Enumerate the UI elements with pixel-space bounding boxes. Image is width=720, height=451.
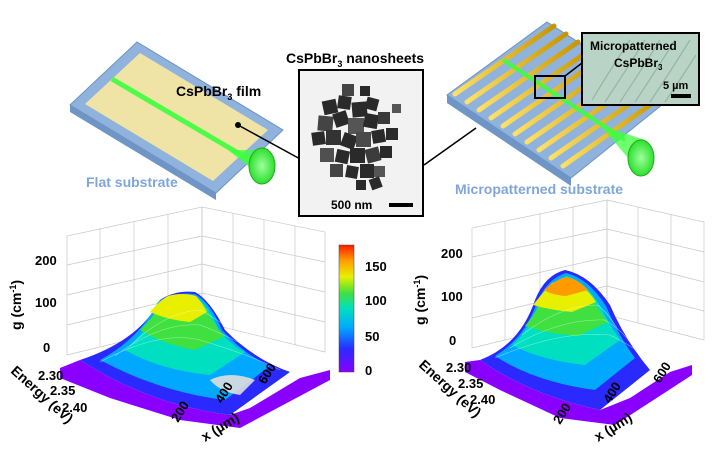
inset-title-line2: CsPbBr3 xyxy=(614,56,663,72)
flat-laser-spot xyxy=(248,147,276,185)
right-y-tick-240: 2.40 xyxy=(470,392,495,407)
right-y-tick-230: 2.30 xyxy=(446,360,471,375)
tem-scale-label: 500 nm xyxy=(331,198,372,212)
nanosheet-cluster xyxy=(311,84,401,191)
colorbar-tick-0: 0 xyxy=(365,363,372,378)
inset-pointer-box xyxy=(534,75,566,99)
right-y-tick-235: 2.35 xyxy=(458,376,483,391)
colorbar-gradient xyxy=(338,244,355,373)
colorbar-tick-150: 150 xyxy=(365,259,387,274)
flat-substrate-label: Flat substrate xyxy=(86,174,178,190)
left-surface xyxy=(60,291,330,428)
left-z-tick-0: 0 xyxy=(43,340,50,355)
inset-scale-label: 5 µm xyxy=(663,80,689,92)
patterned-substrate-edge xyxy=(447,95,571,186)
tem-scale-bar xyxy=(389,203,413,207)
sem-inset-texture xyxy=(591,39,697,103)
left-z-axis-label: g (cm-1) xyxy=(8,280,24,330)
nanosheets-panel: CsPbBr3 nanosheets xyxy=(286,50,477,217)
left-y-tick-235: 2.35 xyxy=(50,383,75,398)
patterned-substrate-label: Micropatterned substrate xyxy=(455,181,623,197)
colorbar-tick-50: 50 xyxy=(365,329,379,344)
right-plot-grid xyxy=(471,199,705,349)
right-surface-plot: 200 100 0 g (cm-1) 2.30 2.35 2.40 Energy… xyxy=(412,199,705,445)
right-z-tick-100: 100 xyxy=(441,289,463,304)
left-y-tick-240: 2.40 xyxy=(62,400,87,415)
left-z-tick-100: 100 xyxy=(35,295,57,310)
right-z-tick-0: 0 xyxy=(449,333,456,348)
colorbar: 150 100 50 0 xyxy=(338,244,387,378)
inset-title-line1: Micropatterned xyxy=(590,39,677,53)
patterned-laser-spot xyxy=(627,139,655,177)
flat-substrate-diagram: CsPbBr3 film Flat substrate xyxy=(69,41,303,200)
right-surface xyxy=(465,270,692,425)
left-y-tick-230: 2.30 xyxy=(38,368,63,383)
nanosheets-title: CsPbBr3 nanosheets xyxy=(286,50,424,69)
right-z-tick-200: 200 xyxy=(441,246,463,261)
flat-laser-stripe xyxy=(110,76,252,163)
right-z-axis-label: g (cm-1) xyxy=(412,275,428,325)
inset-scale-bar xyxy=(671,94,691,98)
connector-right xyxy=(423,127,477,166)
flat-film-label: CsPbBr3 film xyxy=(176,83,261,102)
colorbar-tick-100: 100 xyxy=(365,293,387,308)
left-surface-plot: 200 100 0 g (cm-1) 2.30 2.35 2.40 Energy… xyxy=(8,206,330,445)
left-z-tick-200: 200 xyxy=(35,253,57,268)
patterned-substrate-diagram: Micropatterned CsPbBr3 5 µm Micropattern… xyxy=(446,21,700,197)
flat-substrate-edge xyxy=(70,105,216,200)
flat-film-pointer-line xyxy=(237,124,303,161)
left-plot-grid xyxy=(66,206,326,356)
inset-pointer-line xyxy=(564,62,583,77)
